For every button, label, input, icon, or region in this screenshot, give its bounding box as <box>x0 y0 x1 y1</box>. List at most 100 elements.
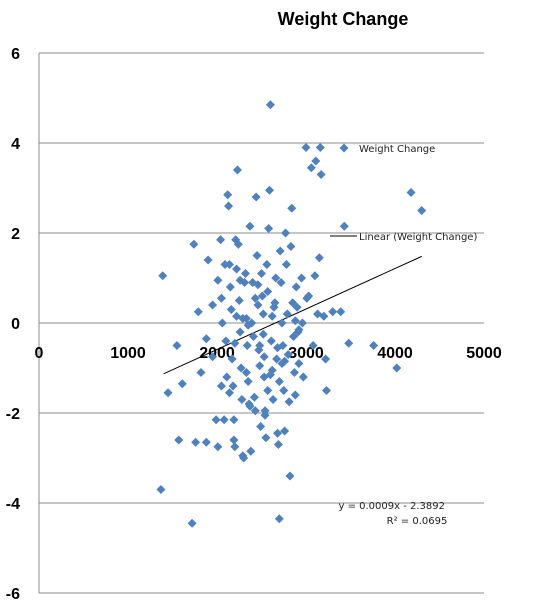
data-point <box>193 307 203 317</box>
data-point <box>158 271 168 281</box>
data-point <box>289 368 299 377</box>
data-point <box>290 390 300 400</box>
data-point <box>292 302 302 312</box>
data-point <box>163 388 173 398</box>
data-point <box>267 311 277 321</box>
data-point <box>253 300 263 310</box>
data-point <box>243 377 253 386</box>
data-point <box>285 471 295 481</box>
data-point <box>280 426 290 436</box>
data-point <box>235 327 245 337</box>
data-point <box>251 192 261 202</box>
data-point <box>172 341 182 350</box>
data-point <box>227 354 237 364</box>
x-tick-label: 1000 <box>110 345 146 362</box>
data-point <box>316 170 326 179</box>
data-point <box>273 343 283 353</box>
data-point <box>174 435 184 445</box>
gridlines <box>39 52 484 594</box>
data-point <box>286 242 296 251</box>
data-point <box>234 296 244 305</box>
data-point <box>216 235 226 245</box>
data-point <box>270 298 280 308</box>
data-point <box>255 361 265 371</box>
data-point <box>258 309 268 319</box>
data-point <box>321 354 331 364</box>
data-point <box>224 201 234 211</box>
data-point <box>277 359 287 368</box>
data-point <box>232 165 242 175</box>
data-point <box>315 143 325 152</box>
data-point <box>272 354 282 364</box>
data-point <box>240 269 250 278</box>
data-point <box>248 332 258 341</box>
data-point <box>237 395 247 404</box>
data-point <box>250 406 260 416</box>
data-point <box>239 453 249 463</box>
data-point <box>281 228 291 238</box>
data-point <box>297 318 307 328</box>
data-point <box>177 379 187 389</box>
x-tick-label: 4000 <box>377 345 413 362</box>
data-point <box>233 239 243 249</box>
chart-title: Weight Change <box>278 9 409 29</box>
data-point <box>230 442 240 452</box>
data-point <box>257 291 267 301</box>
data-point <box>263 386 273 395</box>
data-point <box>319 311 329 321</box>
data-point <box>225 282 235 292</box>
data-point <box>243 320 253 330</box>
trendline-equation: y = 0.0009x - 2.3892 <box>338 501 445 512</box>
data-point <box>265 100 275 110</box>
data-point <box>271 273 281 283</box>
data-point <box>196 368 206 377</box>
legend-label-trendline: Linear (Weight Change) <box>359 232 477 243</box>
trendline <box>163 255 422 375</box>
y-tick-label: 0 <box>11 316 20 333</box>
data-point <box>297 273 307 283</box>
data-point <box>228 381 238 391</box>
y-tick-label: 2 <box>11 226 20 243</box>
data-point <box>265 370 275 380</box>
data-point <box>238 314 248 323</box>
data-point <box>311 156 321 166</box>
data-point <box>249 392 259 402</box>
data-point <box>266 336 276 346</box>
data-point <box>406 188 416 197</box>
data-point <box>219 415 229 425</box>
data-point <box>291 282 301 292</box>
data-point <box>301 143 311 152</box>
data-point <box>275 246 285 256</box>
data-point <box>224 388 234 398</box>
legend: Weight Change Linear (Weight Change) <box>330 143 477 243</box>
data-point <box>242 341 252 350</box>
data-point <box>268 395 278 404</box>
data-point <box>187 518 197 528</box>
data-point <box>226 305 236 314</box>
data-point <box>314 253 324 263</box>
data-point <box>253 280 263 290</box>
data-point <box>256 422 266 431</box>
data-point <box>273 440 283 449</box>
data-point <box>274 514 284 524</box>
data-point <box>250 293 260 303</box>
x-tick-label: 2000 <box>199 345 235 362</box>
data-points <box>156 100 427 528</box>
data-point <box>220 260 230 269</box>
data-point <box>211 415 221 425</box>
data-point <box>263 287 273 296</box>
data-point <box>369 341 379 350</box>
data-point <box>304 291 314 301</box>
data-point <box>259 352 269 362</box>
data-point <box>241 368 251 377</box>
data-point <box>294 359 304 368</box>
data-point <box>262 260 272 269</box>
data-point <box>201 437 211 447</box>
x-tick-label: 0 <box>35 345 44 362</box>
data-point <box>276 278 286 287</box>
data-point <box>156 485 166 494</box>
data-point <box>208 300 218 310</box>
x-tick-label: 3000 <box>288 345 324 362</box>
data-point <box>216 381 226 391</box>
